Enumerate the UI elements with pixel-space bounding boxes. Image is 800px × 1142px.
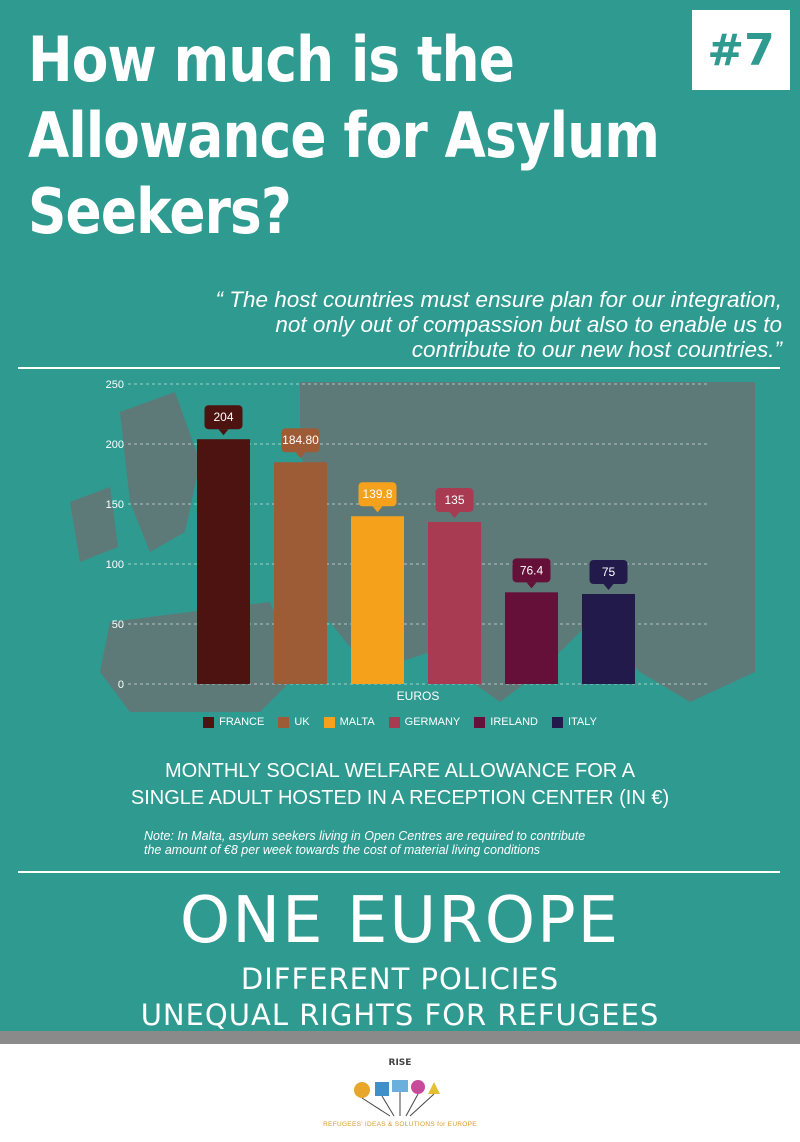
legend-label: ITALY xyxy=(567,716,597,728)
legend-swatch xyxy=(323,716,335,728)
top-divider xyxy=(18,367,780,369)
malta-note: Note: In Malta, asylum seekers living in… xyxy=(144,829,744,857)
legend-swatch xyxy=(474,716,486,728)
y-tick-label: 50 xyxy=(112,619,124,631)
map-britain-shape xyxy=(120,392,200,552)
europe-map-background xyxy=(70,382,755,712)
data-label: 135 xyxy=(444,493,464,507)
note-line-1: Note: In Malta, asylum seekers living in… xyxy=(144,829,586,843)
legend-item-france: FRANCE xyxy=(203,716,264,728)
page-title: How much is the Allowance for Asylum See… xyxy=(28,22,660,250)
data-label-bubble xyxy=(358,482,397,507)
data-label: 184.80 xyxy=(282,433,319,447)
data-label: 139.8 xyxy=(362,487,392,501)
chart-bars xyxy=(197,439,635,684)
data-label-bubble xyxy=(512,558,551,583)
quote-line-2: not only out of compassion but also to e… xyxy=(275,312,782,337)
legend-label: IRELAND xyxy=(490,716,538,728)
y-tick-label: 100 xyxy=(106,559,124,571)
y-tick-label: 0 xyxy=(118,679,124,691)
y-tick-label: 200 xyxy=(106,439,124,451)
data-label-bubble xyxy=(281,428,320,453)
legend-item-malta: MALTA xyxy=(323,716,375,728)
bar-italy xyxy=(582,594,635,684)
title-line-1: How much is the xyxy=(28,23,515,96)
data-label-pointer xyxy=(372,506,383,513)
rise-logo-icon xyxy=(354,1080,440,1117)
chart-legend: FRANCE UK MALTA GERMANY IRELAND ITALY xyxy=(0,716,800,728)
footer: RISE REFUGEES' IDEAS & SOLUTIONS for EUR… xyxy=(0,1044,800,1142)
data-label-pointer xyxy=(449,512,460,518)
legend-item-uk: UK xyxy=(278,716,310,728)
chart-title: MONTHLY SOCIAL WELFARE ALLOWANCE FOR A S… xyxy=(0,758,800,812)
one-europe-headline: ONE EUROPE xyxy=(179,884,621,958)
bar-malta xyxy=(351,516,404,684)
legend-swatch xyxy=(388,716,400,728)
data-label-pointer xyxy=(295,452,306,459)
legend-item-germany: GERMANY xyxy=(388,716,461,728)
legend-swatch xyxy=(278,716,290,728)
data-label-pointer xyxy=(526,582,537,589)
title-line-3: Seekers? xyxy=(28,175,292,248)
chart-title-line-1: MONTHLY SOCIAL WELFARE ALLOWANCE FOR A xyxy=(164,760,636,782)
bar-france xyxy=(197,439,250,684)
chart-data-labels: 204 184.80 139.8 135 76.4 75 xyxy=(204,405,628,590)
issue-number-badge: #7 xyxy=(692,10,790,90)
legend-item-italy: ITALY xyxy=(551,716,597,728)
chart-container: 0 50 100 150 200 250 204 184.80 139.8 135 76.4 75 … xyxy=(0,372,800,772)
different-policies-subline: DIFFERENT POLICIES xyxy=(240,962,560,996)
legend-label: UK xyxy=(294,716,310,728)
data-label: 76.4 xyxy=(520,563,544,577)
data-label-pointer xyxy=(603,584,614,590)
rise-logo-name: RISE xyxy=(388,1058,412,1068)
legend-item-ireland: IRELAND xyxy=(474,716,538,728)
title-line-2: Allowance for Asylum xyxy=(28,99,660,172)
data-label: 204 xyxy=(213,410,233,424)
bar-germany xyxy=(428,522,481,684)
chart-title-line-2: SINGLE ADULT HOSTED IN A RECEPTION CENTE… xyxy=(130,787,670,809)
legend-swatch xyxy=(203,716,215,728)
legend-label: MALTA xyxy=(339,716,375,728)
unequal-rights-subline: UNEQUAL RIGHTS FOR REFUGEES xyxy=(140,998,660,1032)
data-label-bubble xyxy=(589,560,628,584)
x-axis-label: EUROS xyxy=(397,689,440,703)
data-label: 75 xyxy=(602,565,616,579)
map-ireland-shape xyxy=(70,487,118,562)
legend-swatch xyxy=(551,716,563,728)
data-label-bubble xyxy=(204,405,243,430)
y-tick-label: 150 xyxy=(106,499,124,511)
bar-ireland xyxy=(505,592,558,684)
data-label-bubble xyxy=(435,488,474,512)
refugee-quote: “ The host countries must ensure plan fo… xyxy=(62,287,782,362)
footer-divider-bar xyxy=(0,1031,800,1044)
y-tick-label: 250 xyxy=(106,379,124,391)
rise-logo-tagline: REFUGEES' IDEAS & SOLUTIONS for EUROPE xyxy=(323,1121,477,1128)
quote-line-1: “ The host countries must ensure plan fo… xyxy=(215,287,782,312)
note-line-2: the amount of €8 per week towards the co… xyxy=(144,843,541,857)
bar-uk xyxy=(274,462,327,684)
bottom-divider xyxy=(18,871,780,873)
quote-line-3: contribute to our new host countries.” xyxy=(411,337,782,362)
legend-label: GERMANY xyxy=(404,716,461,728)
legend-label: FRANCE xyxy=(219,716,265,728)
data-label-pointer xyxy=(218,429,229,436)
